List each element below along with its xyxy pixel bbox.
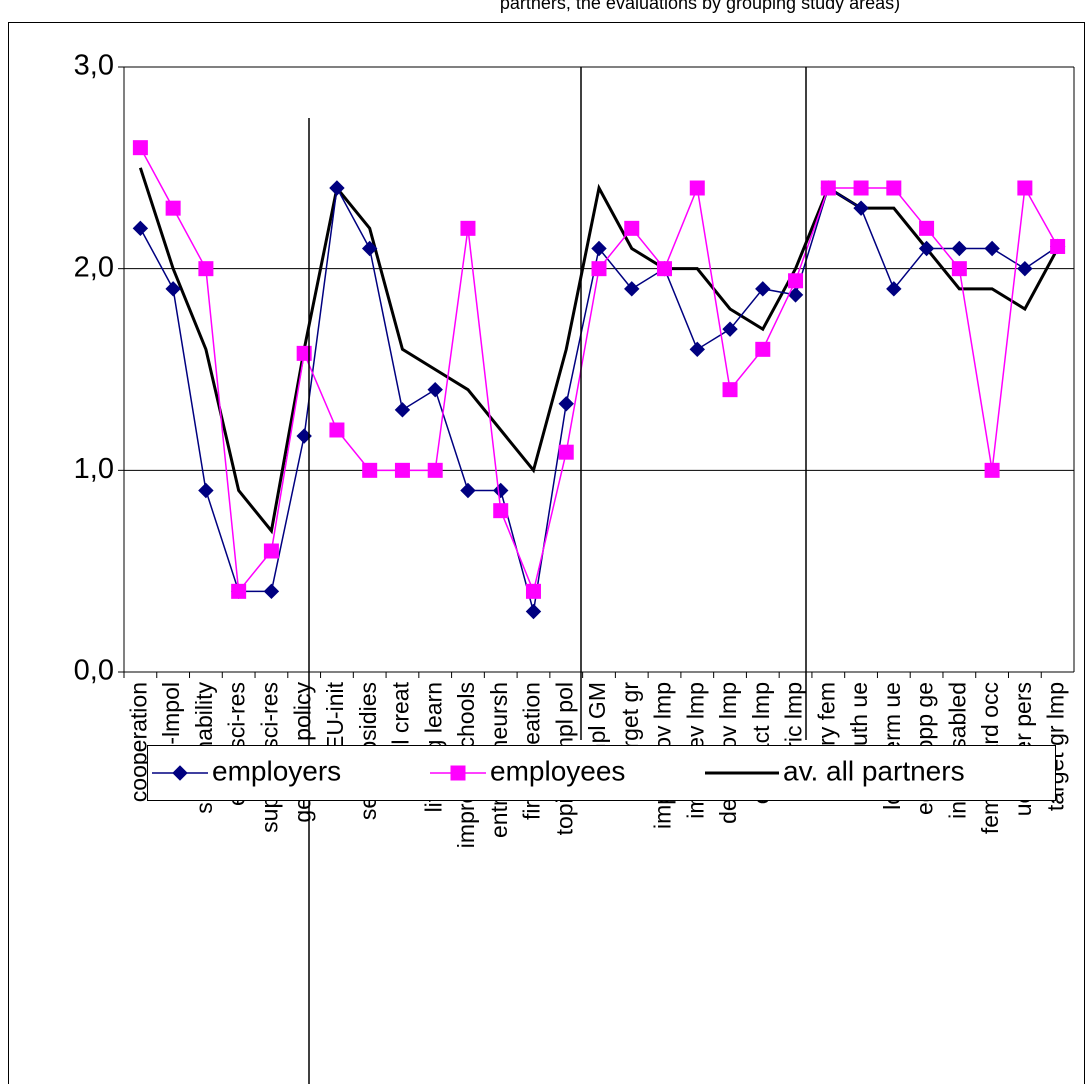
y-tick-label: 2,0 xyxy=(74,251,114,283)
point xyxy=(172,765,188,781)
point xyxy=(394,462,410,478)
point xyxy=(918,240,935,257)
point xyxy=(919,220,935,236)
point xyxy=(493,503,509,519)
point xyxy=(1017,260,1033,277)
point xyxy=(525,583,541,599)
point xyxy=(624,220,640,236)
point xyxy=(460,482,476,499)
legend-label: employers xyxy=(212,755,341,786)
point xyxy=(755,341,771,357)
point xyxy=(231,583,247,599)
y-tick-label: 0,0 xyxy=(74,655,114,687)
point xyxy=(788,273,804,289)
point xyxy=(165,200,181,216)
point xyxy=(984,462,1000,478)
point xyxy=(1017,180,1033,196)
point xyxy=(263,583,280,600)
point xyxy=(787,287,804,303)
point xyxy=(1050,238,1066,254)
point xyxy=(951,261,967,277)
point xyxy=(165,281,181,297)
point xyxy=(591,240,607,257)
point xyxy=(591,261,607,277)
point xyxy=(263,543,279,559)
point xyxy=(394,402,411,418)
point xyxy=(689,341,705,358)
chart-frame xyxy=(8,22,1085,1084)
point xyxy=(886,281,902,297)
point xyxy=(450,765,466,781)
point xyxy=(132,140,148,156)
point xyxy=(558,444,574,460)
point xyxy=(329,422,345,438)
point xyxy=(886,180,902,196)
point xyxy=(361,240,378,257)
point xyxy=(427,462,443,478)
point xyxy=(198,482,214,499)
y-tick-label: 3,0 xyxy=(74,50,114,82)
point xyxy=(362,462,378,478)
point xyxy=(689,180,705,196)
point xyxy=(296,345,312,361)
legend-label: av. all partners xyxy=(783,755,965,786)
point xyxy=(657,261,673,277)
point xyxy=(722,321,738,337)
series-line xyxy=(138,167,1059,535)
point xyxy=(853,200,869,216)
legend xyxy=(147,745,1056,801)
legend-items: employers employees av. all partners xyxy=(152,755,965,786)
point xyxy=(624,281,640,297)
point xyxy=(558,396,574,412)
y-tick-label: 1,0 xyxy=(74,453,114,485)
point xyxy=(820,180,836,196)
point xyxy=(132,220,149,237)
point xyxy=(198,261,214,277)
point xyxy=(722,382,738,398)
chart-title: partners, the evaluations by grouping st… xyxy=(500,0,900,13)
point xyxy=(460,220,476,236)
point xyxy=(755,281,771,297)
legend-label: employees xyxy=(490,755,625,786)
point xyxy=(329,180,345,196)
point xyxy=(951,240,968,257)
point xyxy=(525,603,542,620)
point xyxy=(427,381,443,398)
point xyxy=(984,240,1000,257)
point xyxy=(493,482,509,499)
point xyxy=(853,180,869,196)
